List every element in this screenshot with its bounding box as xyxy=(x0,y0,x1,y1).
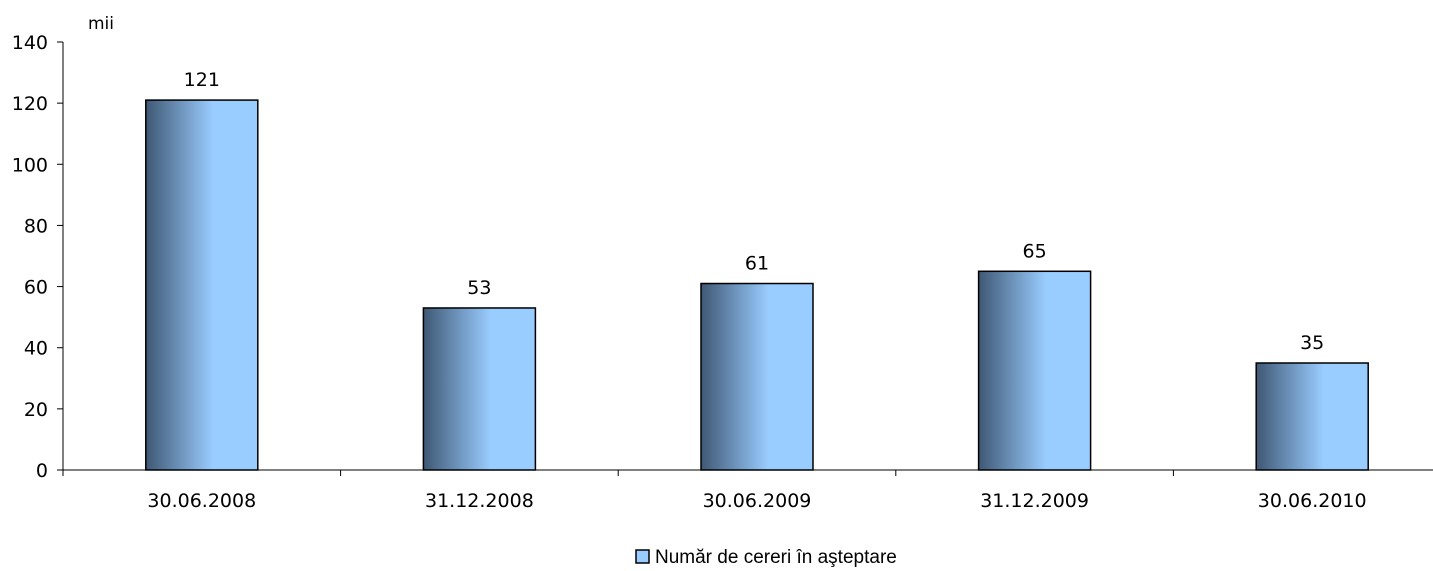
bar xyxy=(1255,362,1369,471)
x-tick-label: 31.12.2009 xyxy=(980,490,1089,512)
bar xyxy=(422,307,537,471)
y-tick-label: 20 xyxy=(24,399,48,421)
bar-data-label: 61 xyxy=(745,253,769,275)
y-tick-label: 140 xyxy=(12,32,48,54)
x-tick-label: 30.06.2010 xyxy=(1258,490,1367,512)
y-axis: 0 20 40 60 80 100 120 140 xyxy=(12,32,64,482)
bar-data-label: 65 xyxy=(1023,240,1047,262)
bar-data-label: 35 xyxy=(1300,332,1324,354)
bar xyxy=(977,270,1092,471)
x-tick-label: 31.12.2008 xyxy=(425,490,534,512)
y-tick-label: 80 xyxy=(24,215,48,237)
bar-data-label: 53 xyxy=(467,277,491,299)
x-axis: 30.06.2008 31.12.2008 30.06.2009 31.12.2009… xyxy=(62,469,1433,512)
y-tick-label: 40 xyxy=(24,338,48,360)
y-tick-label: 0 xyxy=(36,460,48,482)
y-tick-label: 120 xyxy=(12,93,48,115)
legend: Număr de cereri în aşteptare xyxy=(635,547,897,568)
x-tick-label: 30.06.2009 xyxy=(703,490,812,512)
bar xyxy=(145,99,259,471)
bar xyxy=(700,282,814,471)
bars-group: 121 53 61 65 35 xyxy=(145,69,1369,471)
y-tick-label: 100 xyxy=(12,154,48,176)
legend-swatch xyxy=(635,549,650,564)
y-tick-label: 60 xyxy=(24,277,48,299)
legend-label: Număr de cereri în aşteptare xyxy=(655,547,897,568)
x-tick-label: 30.06.2008 xyxy=(147,490,256,512)
bar-data-label: 121 xyxy=(184,69,220,91)
y-axis-unit-label: mii xyxy=(88,14,114,34)
